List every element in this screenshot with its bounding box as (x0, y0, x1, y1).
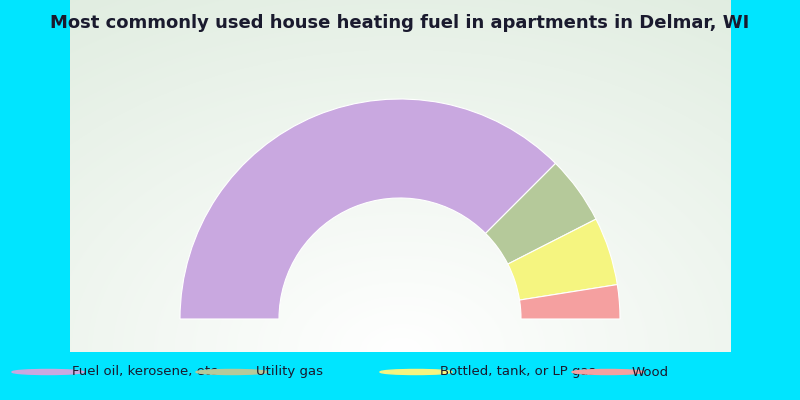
Text: Fuel oil, kerosene, etc.: Fuel oil, kerosene, etc. (72, 366, 222, 378)
Circle shape (12, 370, 84, 374)
Wedge shape (486, 164, 596, 264)
Wedge shape (519, 284, 620, 319)
Text: Utility gas: Utility gas (256, 366, 323, 378)
Circle shape (196, 370, 268, 374)
Wedge shape (508, 219, 618, 300)
Circle shape (572, 370, 644, 374)
Wedge shape (180, 99, 555, 319)
Text: Bottled, tank, or LP gas: Bottled, tank, or LP gas (440, 366, 595, 378)
Circle shape (380, 370, 452, 374)
Text: Most commonly used house heating fuel in apartments in Delmar, WI: Most commonly used house heating fuel in… (50, 14, 750, 32)
Text: Wood: Wood (632, 366, 669, 378)
